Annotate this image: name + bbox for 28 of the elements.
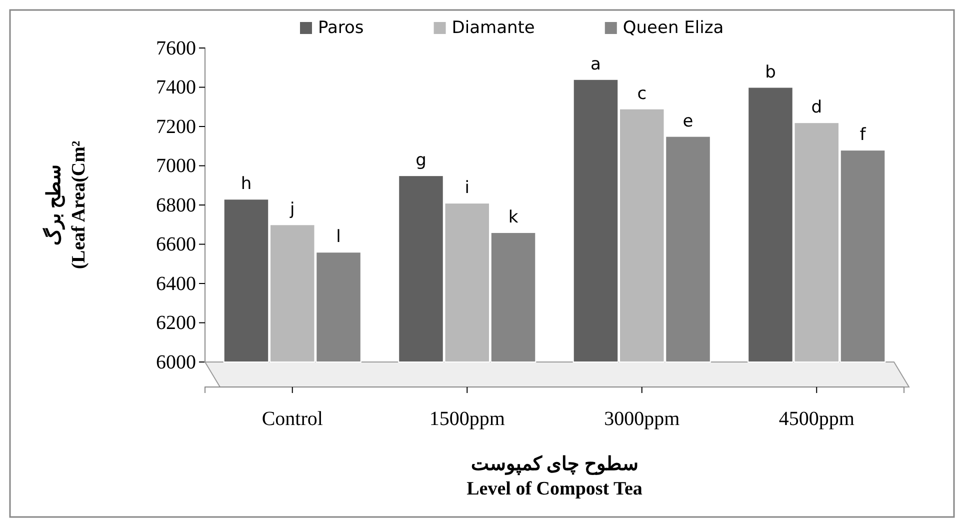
x-tick-label: 1500ppm: [429, 408, 506, 430]
data-label: g: [416, 150, 426, 171]
y-tick-label: 6800: [156, 194, 196, 216]
data-label: i: [464, 178, 470, 198]
y-tick-label: 7000: [156, 155, 196, 178]
data-label: e: [682, 111, 694, 132]
x-tick-label: 4500ppm: [778, 408, 855, 430]
y-tick-label: 6400: [156, 272, 196, 295]
x-tick-label: Control: [262, 408, 324, 430]
y-tick-label: 7400: [156, 76, 196, 99]
y-tick-label: 6600: [156, 234, 196, 256]
data-label: c: [637, 84, 647, 104]
data-label: b: [765, 62, 776, 82]
y-tick-label: 7200: [156, 116, 196, 138]
y-tick-label: 7600: [156, 37, 196, 60]
legend-label: Queen Eliza: [622, 18, 724, 38]
legend-label: Diamante: [452, 18, 535, 38]
data-label: f: [860, 125, 867, 146]
legend-label: Paros: [318, 18, 364, 38]
y-tick-label: 6000: [156, 351, 196, 374]
data-label: h: [240, 174, 252, 194]
data-label: l: [336, 227, 341, 248]
data-label: k: [508, 207, 518, 228]
data-label: j: [289, 200, 295, 220]
data-label: d: [811, 98, 822, 118]
x-tick-label: 3000ppm: [604, 408, 680, 430]
y-tick-label: 6200: [156, 312, 196, 334]
data-label: a: [590, 54, 601, 74]
